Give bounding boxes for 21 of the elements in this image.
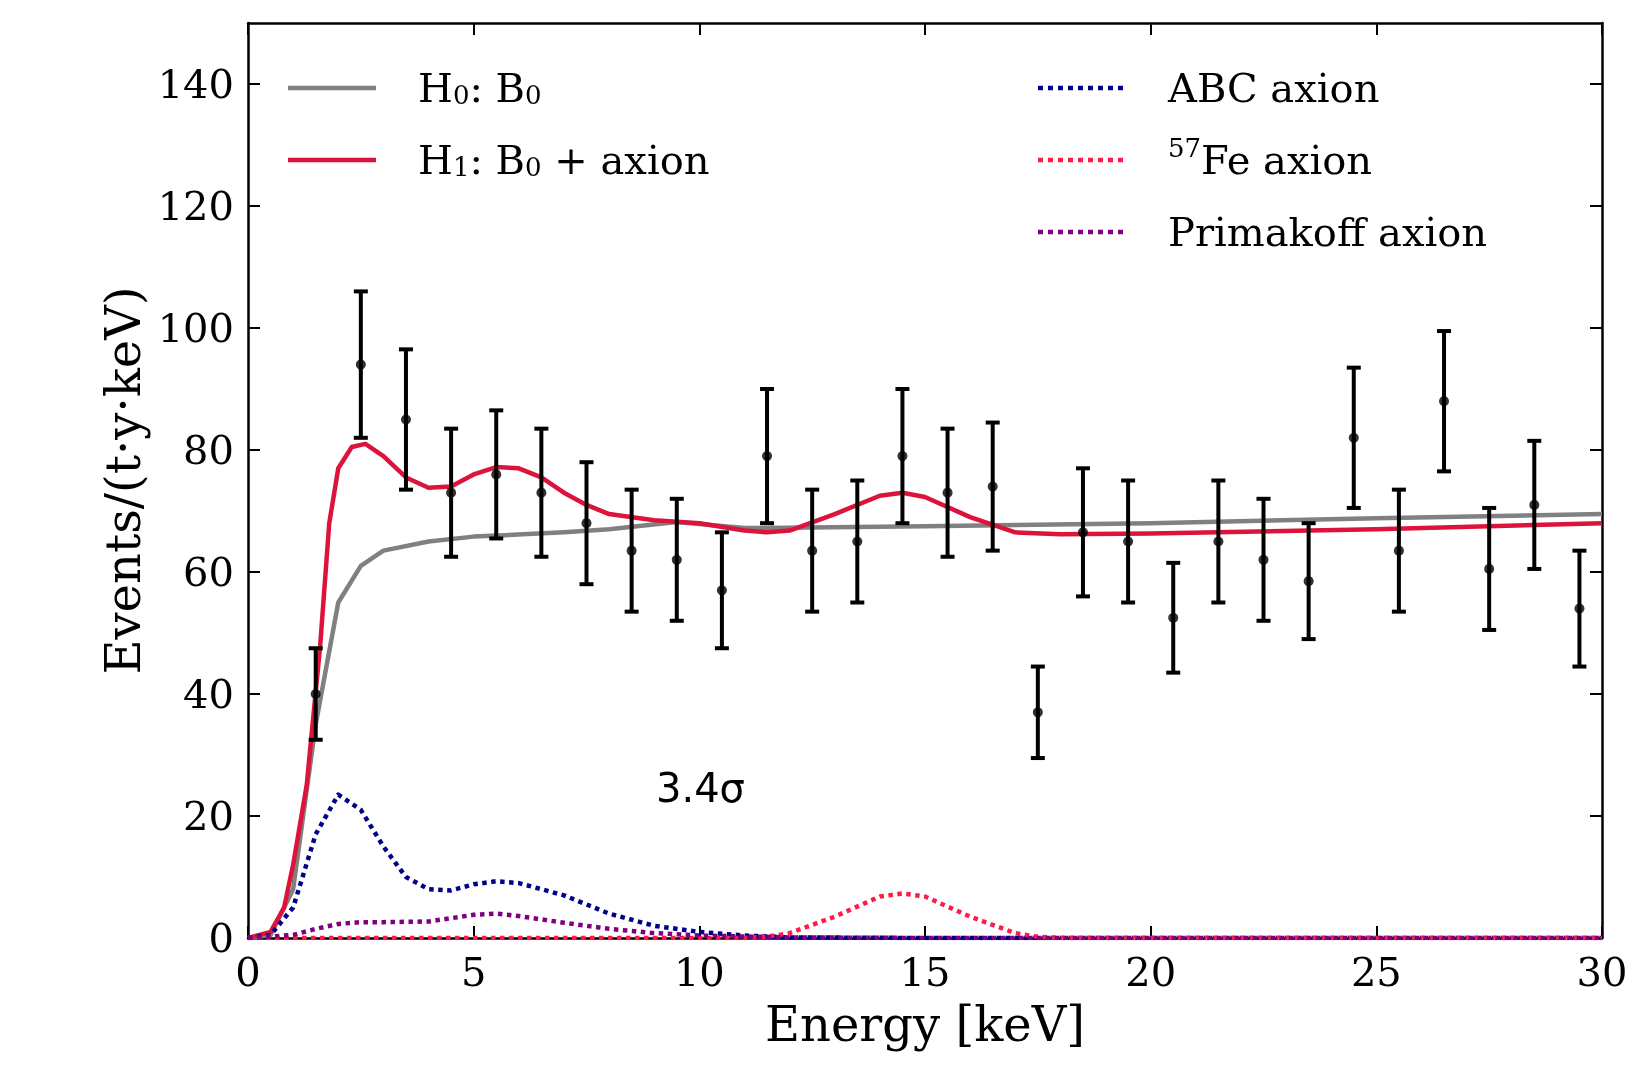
legend-label: ABC axion [1167, 65, 1380, 111]
x-tick-label: 10 [673, 949, 725, 995]
y-tick-label: 0 [208, 915, 234, 961]
y-tick-label: 40 [183, 671, 234, 717]
x-tick-label: 5 [460, 949, 487, 995]
y-tick-label: 60 [183, 549, 234, 595]
annotation: 3.4σ [656, 765, 745, 811]
y-tick-label: 20 [183, 793, 234, 839]
y-tick-label: 80 [183, 427, 234, 473]
x-tick-label: 30 [1576, 949, 1628, 995]
x-tick-label: 20 [1125, 949, 1177, 995]
y-tick-label: 140 [157, 61, 234, 107]
y-tick-label: 100 [157, 305, 234, 351]
y-tick-label: 120 [157, 183, 234, 229]
x-tick-label: 15 [899, 949, 951, 995]
legend-label: Primakoff axion [1168, 209, 1488, 255]
y-axis-title: Events/(t·y·keV) [94, 286, 151, 675]
legend-label: H0: B0 [418, 65, 542, 111]
x-axis-title: Energy [keV] [764, 996, 1086, 1052]
legend-label: H1: B0 + axion [418, 137, 710, 183]
x-tick-label: 25 [1350, 949, 1402, 995]
